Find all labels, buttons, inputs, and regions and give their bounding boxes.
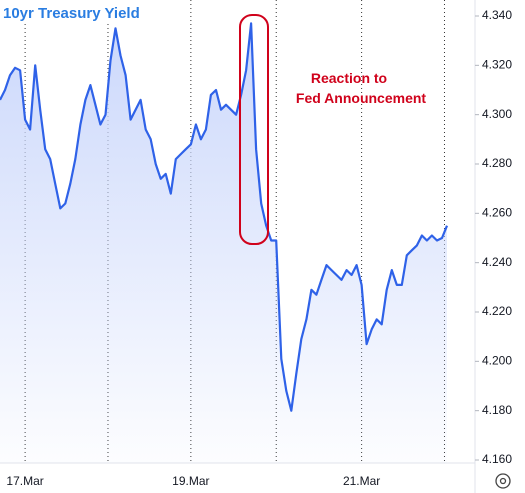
y-tick-label: 4.280 — [482, 156, 512, 170]
y-tick-label: 4.180 — [482, 403, 512, 417]
plot — [0, 22, 449, 464]
y-tick-label: 4.240 — [482, 255, 512, 269]
y-tick-label: 4.320 — [482, 58, 512, 72]
y-tick-label: 4.300 — [482, 107, 512, 121]
y-tick-label: 4.340 — [482, 8, 512, 22]
y-tick-label: 4.160 — [482, 452, 512, 466]
chart-title: 10yr Treasury Yield — [3, 5, 140, 22]
highlight-box — [239, 14, 269, 245]
y-tick-label: 4.200 — [482, 354, 512, 368]
x-tick-label: 19.Mar — [172, 474, 209, 488]
area — [0, 23, 447, 464]
annotation: Fed Announcement — [296, 90, 426, 106]
x-tick-label: 21.Mar — [343, 474, 380, 488]
annotation: Reaction to — [311, 70, 387, 86]
y-tick-label: 4.260 — [482, 206, 512, 220]
y-tick-label: 4.220 — [482, 304, 512, 318]
line — [0, 22, 449, 412]
title-bg — [0, 0, 162, 24]
settings-icon[interactable] — [495, 473, 511, 489]
x-tick-label: 17.Mar — [6, 474, 43, 488]
